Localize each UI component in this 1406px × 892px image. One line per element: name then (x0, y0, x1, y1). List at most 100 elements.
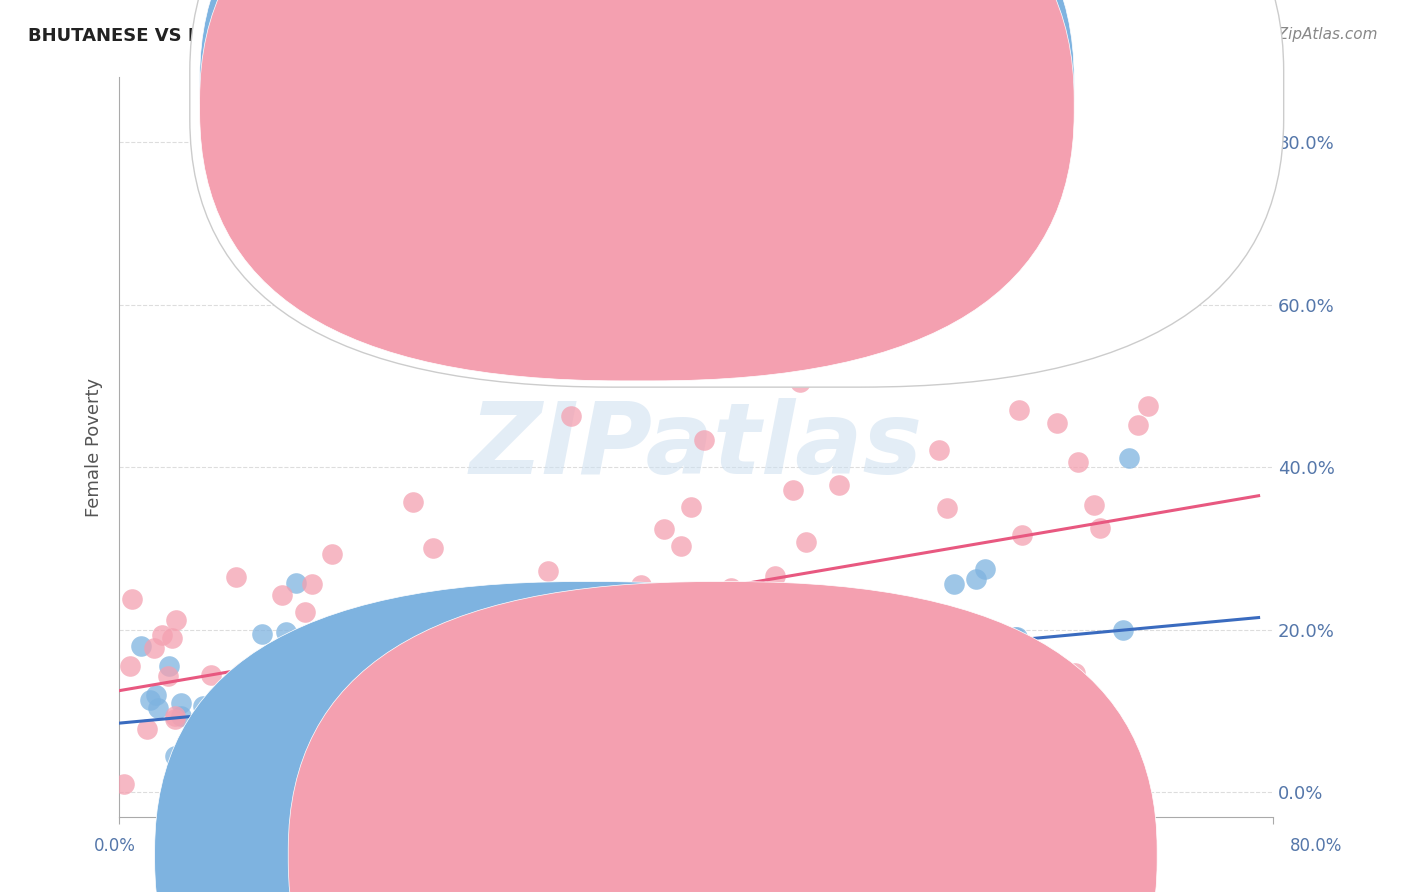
Point (595, 624, 617, 638)
Point (456, 722, 478, 736)
Point (756, 353, 779, 368)
Point (228, 687, 250, 701)
Point (516, 716, 538, 731)
Point (135, 722, 157, 736)
Point (301, 577, 323, 591)
Point (942, 577, 965, 591)
Point (162, 632, 184, 646)
Point (385, 681, 408, 696)
Point (1007, 630, 1029, 644)
Point (252, 663, 274, 677)
Point (401, 752, 423, 766)
Point (204, 723, 226, 737)
Point (782, 483, 804, 497)
Point (703, 700, 725, 714)
Point (356, 634, 378, 648)
Point (276, 761, 298, 775)
Point (540, 717, 562, 731)
Point (1136, 399, 1159, 413)
Point (1028, 680, 1050, 694)
Point (1004, 631, 1026, 645)
Point (422, 596, 444, 610)
Point (779, 639, 801, 653)
Text: ZIPatlas: ZIPatlas (470, 399, 922, 495)
Point (377, 748, 399, 763)
Point (112, 777, 135, 791)
Point (513, 612, 536, 626)
Point (307, 707, 329, 722)
Point (724, 764, 747, 779)
Point (156, 668, 179, 682)
Point (527, 740, 550, 755)
Point (191, 746, 214, 760)
Point (314, 739, 336, 753)
Point (118, 659, 141, 673)
Point (904, 676, 927, 690)
Point (207, 743, 229, 757)
Point (609, 598, 631, 612)
Point (370, 663, 392, 677)
Point (236, 777, 259, 791)
Point (321, 696, 343, 710)
Point (457, 675, 479, 690)
Point (945, 309, 967, 323)
Point (184, 744, 207, 758)
Point (1047, 729, 1070, 743)
Point (1128, 417, 1150, 432)
Point (489, 626, 512, 640)
Point (165, 749, 187, 764)
Point (451, 727, 474, 741)
Point (217, 725, 239, 739)
Point (1088, 521, 1111, 535)
Point (271, 588, 294, 602)
Point (1011, 528, 1033, 542)
Text: R = 0.522   N = 79: R = 0.522 N = 79 (658, 97, 842, 115)
Point (434, 667, 457, 681)
Point (290, 654, 312, 668)
Point (166, 771, 188, 785)
Point (1011, 654, 1033, 668)
Point (278, 702, 301, 716)
Point (301, 743, 323, 757)
Point (121, 592, 143, 607)
Point (269, 739, 291, 753)
Point (935, 501, 957, 516)
Point (222, 709, 245, 723)
Point (145, 689, 167, 703)
Point (707, 688, 730, 702)
Point (233, 677, 256, 691)
Point (720, 581, 742, 595)
Point (974, 562, 997, 576)
Point (928, 443, 950, 458)
Point (665, 711, 688, 725)
Point (335, 739, 357, 754)
Point (165, 613, 187, 627)
Point (652, 522, 675, 536)
Point (333, 709, 356, 723)
Y-axis label: Female Poverty: Female Poverty (86, 377, 103, 516)
Point (211, 761, 233, 775)
Point (794, 535, 817, 549)
Point (288, 707, 311, 722)
Point (827, 478, 849, 492)
Point (548, 712, 571, 726)
Point (173, 744, 195, 758)
Point (755, 668, 778, 682)
Point (343, 726, 366, 740)
Point (1077, 759, 1099, 773)
Point (225, 570, 247, 584)
Point (191, 699, 214, 714)
Text: French Canadians: French Canadians (741, 846, 889, 863)
Point (385, 737, 408, 751)
Point (481, 731, 503, 745)
Point (558, 777, 581, 791)
Point (194, 732, 217, 747)
Point (380, 725, 402, 739)
Point (186, 726, 208, 740)
Point (988, 640, 1011, 654)
Point (463, 731, 485, 745)
Point (312, 667, 335, 681)
Point (212, 725, 235, 739)
Point (333, 641, 356, 656)
Point (901, 354, 924, 368)
